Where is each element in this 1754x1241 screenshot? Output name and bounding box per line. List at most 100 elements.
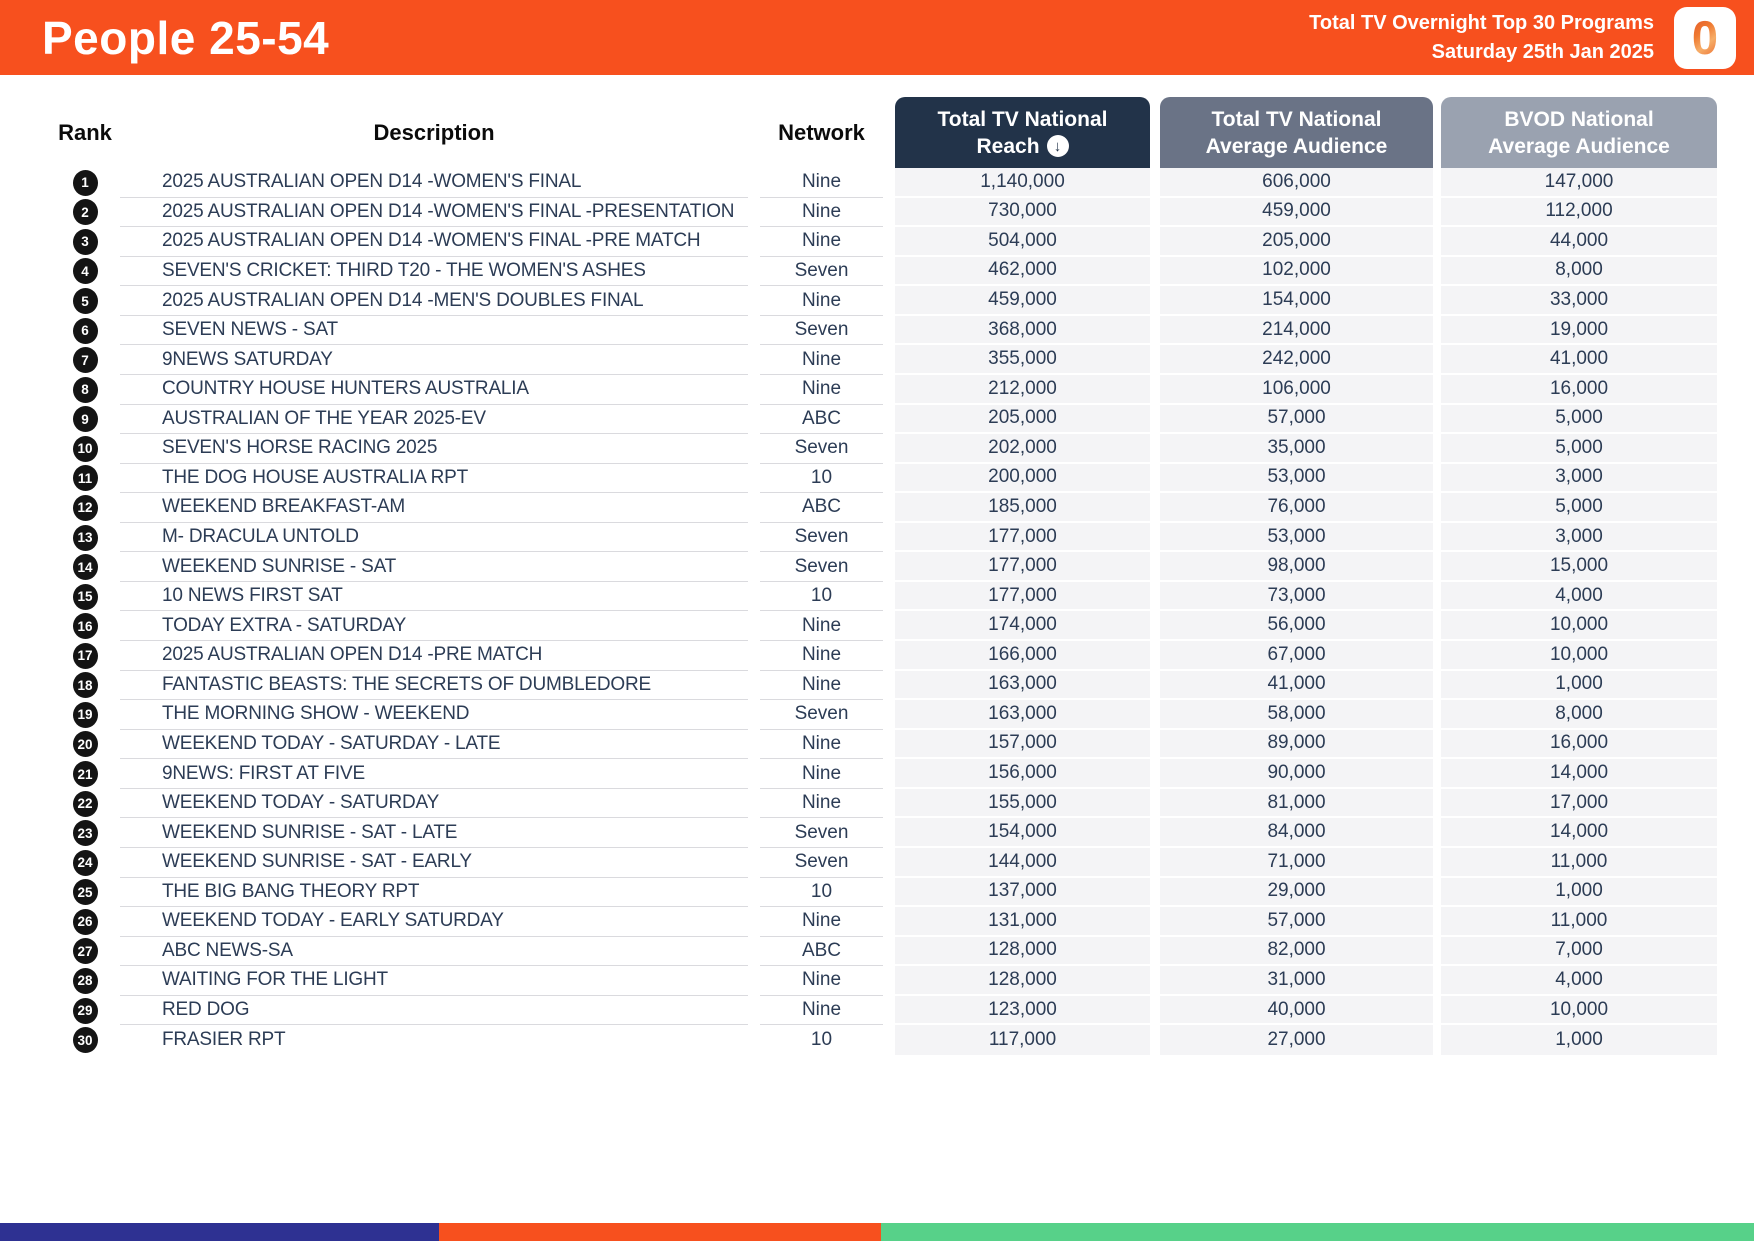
avg-audience-value: 56,000	[1160, 611, 1433, 641]
table-row: 16 TODAY EXTRA - SATURDAY Nine 174,000 5…	[50, 611, 1717, 641]
footer-bar-green-segment	[880, 1223, 1754, 1241]
table-row: 8 COUNTRY HOUSE HUNTERS AUSTRALIA Nine 2…	[50, 374, 1717, 405]
reach-value: 144,000	[895, 847, 1150, 878]
bvod-avg-audience-value: 10,000	[1441, 611, 1717, 641]
rank-badge: 11	[72, 465, 98, 492]
program-description: ABC NEWS-SA	[120, 937, 748, 967]
table-row: 21 9NEWS: FIRST AT FIVE Nine 156,000 90,…	[50, 759, 1717, 789]
bvod-avg-audience-value: 44,000	[1441, 227, 1717, 257]
reach-value: 128,000	[895, 966, 1150, 996]
avg-audience-value: 73,000	[1160, 581, 1433, 612]
rank-badge: 14	[72, 554, 98, 581]
reach-value: 128,000	[895, 936, 1150, 967]
reach-value: 123,000	[895, 995, 1150, 1026]
program-description: THE DOG HOUSE AUSTRALIA RPT	[120, 464, 748, 494]
avg-audience-value: 31,000	[1160, 966, 1433, 996]
network-name: ABC	[760, 405, 883, 435]
bvod-avg-audience-value: 41,000	[1441, 345, 1717, 375]
footer-color-bar	[0, 1223, 1754, 1241]
reach-value: 504,000	[895, 227, 1150, 257]
avg-audience-value: 606,000	[1160, 168, 1433, 198]
bvod-avg-audience-value: 112,000	[1441, 197, 1717, 228]
reach-value: 166,000	[895, 641, 1150, 671]
rank-badge: 19	[72, 701, 98, 728]
header-bar: People 25-54 Total TV Overnight Top 30 P…	[0, 0, 1754, 75]
rank-badge: 24	[72, 849, 98, 876]
rank-badge: 25	[72, 879, 98, 906]
reach-value: 177,000	[895, 581, 1150, 612]
program-description: THE BIG BANG THEORY RPT	[120, 878, 748, 908]
reach-value: 174,000	[895, 611, 1150, 641]
avg-audience-value: 154,000	[1160, 286, 1433, 316]
reach-value: 355,000	[895, 345, 1150, 375]
bvod-avg-audience-value: 1,000	[1441, 670, 1717, 701]
network-name: 10	[760, 464, 883, 494]
table-row: 3 2025 AUSTRALIAN OPEN D14 -WOMEN'S FINA…	[50, 227, 1717, 257]
avg-audience-value: 106,000	[1160, 374, 1433, 405]
program-description: 2025 AUSTRALIAN OPEN D14 -WOMEN'S FINAL …	[120, 227, 748, 257]
network-name: Seven	[760, 316, 883, 346]
rank-badge: 5	[72, 288, 98, 315]
avg-audience-value: 40,000	[1160, 995, 1433, 1026]
reach-value: 137,000	[895, 877, 1150, 908]
network-name: Seven	[760, 434, 883, 464]
network-name: Nine	[760, 671, 883, 701]
table-row: 24 WEEKEND SUNRISE - SAT - EARLY Seven 1…	[50, 847, 1717, 878]
rank-badge: 30	[72, 1027, 98, 1054]
rank-badge: 20	[72, 731, 98, 758]
network-name: Nine	[760, 641, 883, 671]
program-description: FRASIER RPT	[162, 1029, 286, 1051]
avg-audience-value: 205,000	[1160, 227, 1433, 257]
rank-badge: 3	[72, 228, 98, 255]
bvod-avg-audience-value: 1,000	[1441, 1025, 1717, 1055]
rank-badge: 22	[72, 790, 98, 817]
program-description: AUSTRALIAN OF THE YEAR 2025-EV	[120, 405, 748, 435]
page-title: People 25-54	[42, 11, 330, 64]
reach-value: 200,000	[895, 463, 1150, 494]
reach-value: 154,000	[895, 818, 1150, 848]
avg-audience-value: 53,000	[1160, 522, 1433, 553]
report-title: Total TV Overnight Top 30 Programs	[1309, 11, 1654, 34]
network-name: Nine	[760, 996, 883, 1026]
table-row: 29 RED DOG Nine 123,000 40,000 10,000	[50, 995, 1717, 1026]
program-description: SEVEN'S CRICKET: THIRD T20 - THE WOMEN'S…	[120, 257, 748, 287]
avg-audience-value: 35,000	[1160, 434, 1433, 464]
col-header-description: Description	[373, 119, 495, 145]
reach-value: 163,000	[895, 670, 1150, 701]
report-date: Saturday 25th Jan 2025	[1431, 40, 1654, 63]
bvod-avg-audience-value: 4,000	[1441, 581, 1717, 612]
table-body: 1 2025 AUSTRALIAN OPEN D14 -WOMEN'S FINA…	[50, 168, 1717, 1055]
network-name: Nine	[760, 345, 883, 375]
reach-value: 157,000	[895, 729, 1150, 760]
program-description: 9NEWS SATURDAY	[120, 345, 748, 375]
avg-audience-value: 82,000	[1160, 936, 1433, 967]
bvod-avg-audience-value: 10,000	[1441, 995, 1717, 1026]
reach-value: 205,000	[895, 404, 1150, 435]
bvod-avg-audience-value: 4,000	[1441, 966, 1717, 996]
reach-value: 156,000	[895, 759, 1150, 789]
avg-audience-value: 81,000	[1160, 788, 1433, 819]
rank-badge: 16	[72, 613, 98, 640]
network-name: Nine	[760, 907, 883, 937]
avg-audience-value: 98,000	[1160, 552, 1433, 582]
table-row: 25 THE BIG BANG THEORY RPT 10 137,000 29…	[50, 877, 1717, 908]
footer-bar-orange-segment	[438, 1223, 881, 1241]
program-description: 2025 AUSTRALIAN OPEN D14 -PRE MATCH	[120, 641, 748, 671]
program-description: SEVEN NEWS - SAT	[120, 316, 748, 346]
table-row: 20 WEEKEND TODAY - SATURDAY - LATE Nine …	[50, 729, 1717, 760]
reach-value: 163,000	[895, 700, 1150, 730]
rank-badge: 28	[72, 967, 98, 994]
network-name: Nine	[760, 611, 883, 641]
bvod-avg-audience-value: 147,000	[1441, 168, 1717, 198]
network-name: Seven	[760, 552, 883, 582]
table-row: 2 2025 AUSTRALIAN OPEN D14 -WOMEN'S FINA…	[50, 197, 1717, 228]
table-row: 14 WEEKEND SUNRISE - SAT Seven 177,000 9…	[50, 552, 1717, 582]
program-description: TODAY EXTRA - SATURDAY	[120, 611, 748, 641]
program-description: SEVEN'S HORSE RACING 2025	[120, 434, 748, 464]
network-name: Nine	[760, 789, 883, 819]
table-row: 17 2025 AUSTRALIAN OPEN D14 -PRE MATCH N…	[50, 641, 1717, 671]
avg-audience-value: 57,000	[1160, 404, 1433, 435]
avg-audience-value: 90,000	[1160, 759, 1433, 789]
rank-badge: 6	[72, 317, 98, 344]
avg-audience-value: 214,000	[1160, 315, 1433, 346]
